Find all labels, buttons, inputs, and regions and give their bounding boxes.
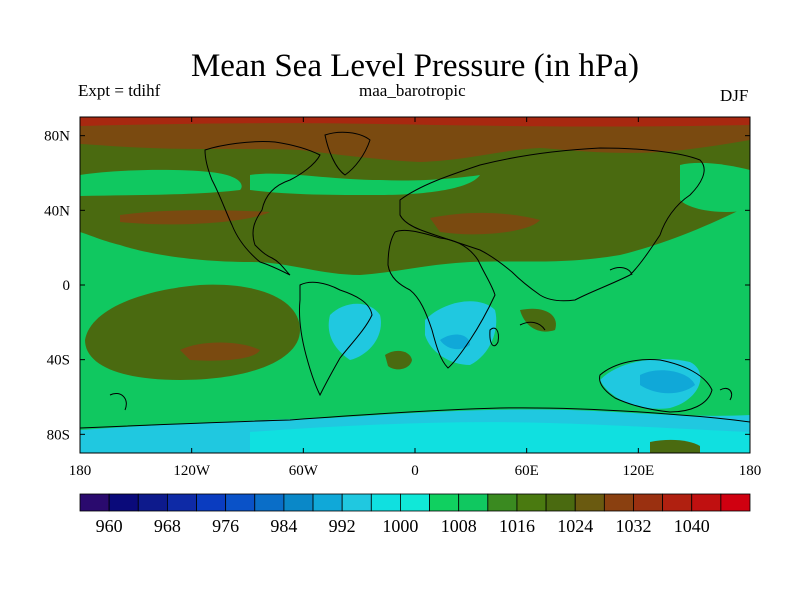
colorbar-label: 1000 <box>382 516 418 536</box>
colorbar-label: 1024 <box>557 516 593 536</box>
colorbar-swatch <box>720 493 751 512</box>
field-pacific-high <box>120 210 270 225</box>
field-southern-ocean-inner <box>250 422 750 453</box>
colorbar-swatch <box>370 493 401 512</box>
lon-tick-label: 120W <box>173 463 211 479</box>
season-label: DJF <box>720 86 749 105</box>
colorbar-swatch <box>312 493 343 512</box>
field-asia-high <box>430 212 540 235</box>
lon-axis: 180 120W 60W 0 60E 120E 180 <box>69 117 762 479</box>
colorbar-swatch <box>225 493 256 512</box>
colorbar-swatch <box>458 493 489 512</box>
pressure-field <box>80 117 750 453</box>
field-north-brown <box>80 117 750 162</box>
lat-tick-label: 40N <box>44 203 70 219</box>
lon-tick-label: 0 <box>411 463 419 479</box>
field-pacific-green <box>80 169 242 196</box>
colorbar-swatch <box>633 493 664 512</box>
colorbar-swatch <box>662 493 693 512</box>
colorbar-label: 976 <box>212 516 239 536</box>
run-name-label: maa_barotropic <box>359 81 466 100</box>
field-africa-low-core <box>440 334 470 350</box>
lon-tick-label: 120E <box>622 463 654 479</box>
colorbar-label: 1032 <box>615 516 651 536</box>
coast-islands <box>109 267 733 411</box>
colorbar-swatch <box>574 493 605 512</box>
colorbar-swatch <box>254 493 285 512</box>
coast-antarctica <box>80 407 750 429</box>
coast-south-america <box>299 281 373 397</box>
colorbar-swatch <box>166 493 197 512</box>
field-siberia-green <box>680 162 750 212</box>
field-atlantic-green <box>250 173 480 195</box>
field-south-pacific-core <box>180 342 260 361</box>
coast-north-america <box>204 141 321 276</box>
colorbar-swatch <box>283 493 314 512</box>
colorbar-label: 1040 <box>674 516 710 536</box>
colorbar-label: 960 <box>96 516 123 536</box>
colorbar-swatch <box>341 493 372 512</box>
colorbar-swatch <box>516 493 547 512</box>
field-africa-low <box>425 301 497 365</box>
colorbar-label: 1016 <box>499 516 535 536</box>
colorbar-swatch <box>691 493 722 512</box>
colorbar-swatch <box>429 493 460 512</box>
lat-axis: 80N 40N 0 40S 80S <box>44 129 750 443</box>
colorbar-swatch <box>108 493 139 512</box>
field-australia-low-core <box>640 370 695 394</box>
colorbar-swatch <box>487 493 518 512</box>
chart-title: Mean Sea Level Pressure (in hPa) <box>190 48 640 84</box>
lon-tick-label: 60E <box>515 463 539 479</box>
colorbar-swatch <box>603 493 634 512</box>
coast-greenland <box>324 131 371 176</box>
field-aus-high <box>520 308 556 332</box>
field-antarctic-olive <box>650 439 700 453</box>
field-south-atlantic-high <box>385 350 412 370</box>
lat-tick-label: 80N <box>44 129 70 145</box>
experiment-label: Expt = tdihf <box>78 81 161 100</box>
coast-australia <box>599 359 713 413</box>
lon-tick-label: 180 <box>69 463 92 479</box>
colorbar: 960 968 976 984 992 1000 1008 1016 1024 1032 1040 <box>79 493 751 536</box>
lat-tick-label: 40S <box>47 353 70 369</box>
colorbar-label: 992 <box>329 516 356 536</box>
coastlines <box>80 131 750 429</box>
coast-africa <box>387 229 496 369</box>
lat-tick-label: 0 <box>63 278 71 294</box>
colorbar-label: 984 <box>270 516 297 536</box>
field-samerica-low <box>328 303 381 360</box>
lat-tick-label: 80S <box>47 427 70 443</box>
colorbar-swatch <box>400 493 430 512</box>
colorbar-label: 1008 <box>441 516 477 536</box>
colorbar-swatch <box>545 493 576 512</box>
colorbar-swatch <box>196 493 227 512</box>
lon-tick-label: 60W <box>289 463 319 479</box>
coast-eurasia <box>399 147 705 302</box>
field-north-olive <box>80 117 750 275</box>
colorbar-swatch <box>79 493 110 512</box>
coast-madagascar <box>489 327 499 347</box>
colorbar-swatch <box>137 493 168 512</box>
lon-tick-label: 180 <box>739 463 762 479</box>
colorbar-label: 968 <box>154 516 181 536</box>
